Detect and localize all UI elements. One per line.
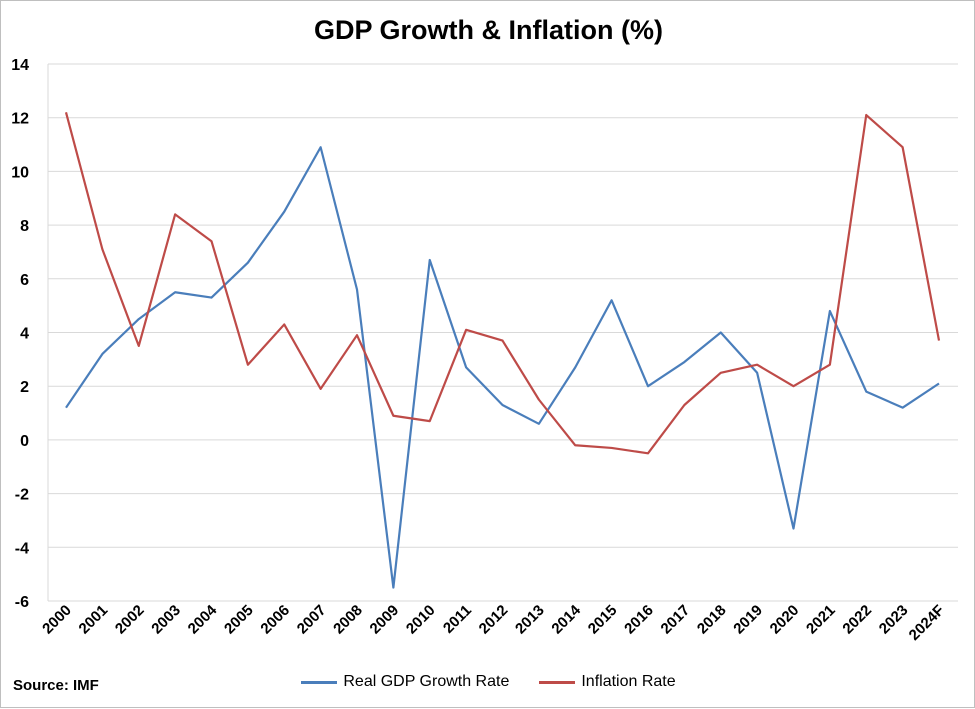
y-tick-label: 4 xyxy=(20,326,29,343)
y-tick-label: 2 xyxy=(20,379,29,396)
x-tick-label: 2009 xyxy=(367,602,403,638)
inflation-line xyxy=(66,112,939,453)
x-tick-label: 2012 xyxy=(476,602,512,638)
legend-item-inflation: Inflation Rate xyxy=(539,673,675,691)
x-tick-label: 2002 xyxy=(112,602,148,638)
x-tick-label: 2019 xyxy=(730,602,766,638)
y-tick-label: 0 xyxy=(20,433,29,450)
y-tick-label: -2 xyxy=(15,487,29,504)
x-tick-label: 2004 xyxy=(185,601,221,637)
x-tick-label: 2001 xyxy=(76,602,112,638)
x-tick-label: 2011 xyxy=(440,602,475,637)
legend-swatch-gdp xyxy=(301,681,337,684)
x-tick-label: 2016 xyxy=(621,602,657,638)
x-tick-label: 2020 xyxy=(767,602,803,638)
y-tick-label: 8 xyxy=(20,218,29,235)
legend-item-gdp: Real GDP Growth Rate xyxy=(301,673,509,691)
x-tick-label: 2003 xyxy=(148,602,184,638)
x-tick-label: 2006 xyxy=(257,602,293,638)
x-tick-label: 2000 xyxy=(39,602,75,638)
y-tick-label: 6 xyxy=(20,272,29,289)
y-tick-label: -4 xyxy=(15,540,29,557)
x-tick-label: 2013 xyxy=(512,602,548,638)
y-tick-label: 12 xyxy=(11,111,29,128)
x-tick-label: 2005 xyxy=(221,602,257,638)
x-tick-label: 2010 xyxy=(403,602,439,638)
x-tick-label: 2021 xyxy=(803,602,839,638)
legend-label-gdp: Real GDP Growth Rate xyxy=(343,673,509,691)
legend: Real GDP Growth Rate Inflation Rate xyxy=(1,673,975,691)
x-tick-label: 2014 xyxy=(548,601,584,637)
y-tick-label: 14 xyxy=(11,57,29,74)
y-tick-label: -6 xyxy=(15,594,29,611)
x-tick-label: 2007 xyxy=(294,602,330,638)
x-tick-label: 2022 xyxy=(839,602,875,638)
x-tick-label: 2018 xyxy=(694,602,730,638)
y-tick-label: 10 xyxy=(11,164,29,181)
legend-label-inflation: Inflation Rate xyxy=(581,673,675,691)
gdp-growth-line xyxy=(66,147,939,587)
x-tick-label: 2015 xyxy=(585,602,621,638)
x-tick-label: 2017 xyxy=(658,602,694,638)
x-tick-label: 2008 xyxy=(330,602,366,638)
x-tick-label: 2024F xyxy=(906,602,948,644)
legend-swatch-inflation xyxy=(539,681,575,684)
